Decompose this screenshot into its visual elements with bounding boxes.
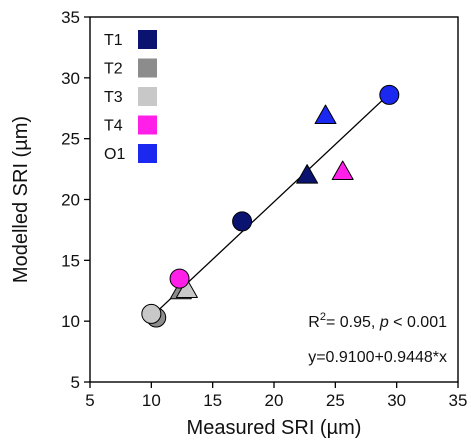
x-tick-label-30: 30: [387, 391, 406, 410]
y-tick-label-15: 15: [61, 251, 80, 270]
legend-label-t4: T4: [104, 118, 123, 135]
plot-frame: [89, 16, 459, 383]
x-tick-label-20: 20: [265, 391, 284, 410]
legend-swatch-t3: [138, 87, 157, 106]
circle-point-t4: [169, 268, 190, 289]
axis-ticks: 5 10 15 20 25 30 35 5 10 15 20 25 30 35: [61, 8, 467, 410]
legend-label-o1: O1: [104, 146, 125, 163]
legend-label-t3: T3: [104, 89, 123, 106]
circle-point-t3: [141, 303, 162, 324]
circle-point-o1: [379, 84, 400, 105]
legend-swatch-t2: [138, 58, 157, 78]
legend-swatch-t1: [138, 30, 157, 49]
p-rest: < 0.001: [389, 314, 447, 331]
x-tick-label-10: 10: [142, 391, 161, 410]
x-axis-label: Measured SRI (µm): [187, 417, 362, 439]
equation-annotation: y=0.9100+0.9448*x: [308, 349, 447, 366]
legend-label-t2: T2: [104, 61, 123, 78]
circle-point-t1: [232, 211, 253, 232]
r2-superscript: 2: [320, 311, 326, 323]
r2-prefix: R: [308, 314, 320, 331]
x-tick-label-5: 5: [85, 391, 94, 410]
y-tick-label-25: 25: [61, 130, 80, 149]
x-tick-label-35: 35: [449, 391, 468, 410]
legend-swatch-o1: [138, 144, 157, 163]
x-tick-label-15: 15: [203, 391, 222, 410]
x-tick-label-25: 25: [326, 391, 345, 410]
r-squared-annotation: R2= 0.95, p < 0.001: [308, 311, 447, 331]
r2-middle: = 0.95,: [326, 314, 380, 331]
legend-label-t1: T1: [104, 32, 123, 49]
y-tick-label-35: 35: [61, 8, 80, 27]
p-symbol: p: [379, 314, 389, 331]
triangle-point-t4: [331, 160, 354, 181]
regression-line: [149, 93, 390, 319]
data-points: [141, 84, 400, 328]
y-tick-label-30: 30: [61, 69, 80, 88]
y-tick-label-20: 20: [61, 191, 80, 210]
triangle-point-t1: [296, 164, 319, 184]
regression-line-layer: [149, 93, 390, 319]
y-axis-label: Modelled SRI (µm): [10, 116, 32, 283]
legend: T1 T2 T3 T4 O1: [104, 30, 157, 163]
legend-swatch-t4: [138, 115, 157, 135]
triangle-point-o1: [314, 104, 337, 125]
y-tick-label-10: 10: [61, 312, 80, 331]
y-tick-label-5: 5: [71, 373, 80, 392]
